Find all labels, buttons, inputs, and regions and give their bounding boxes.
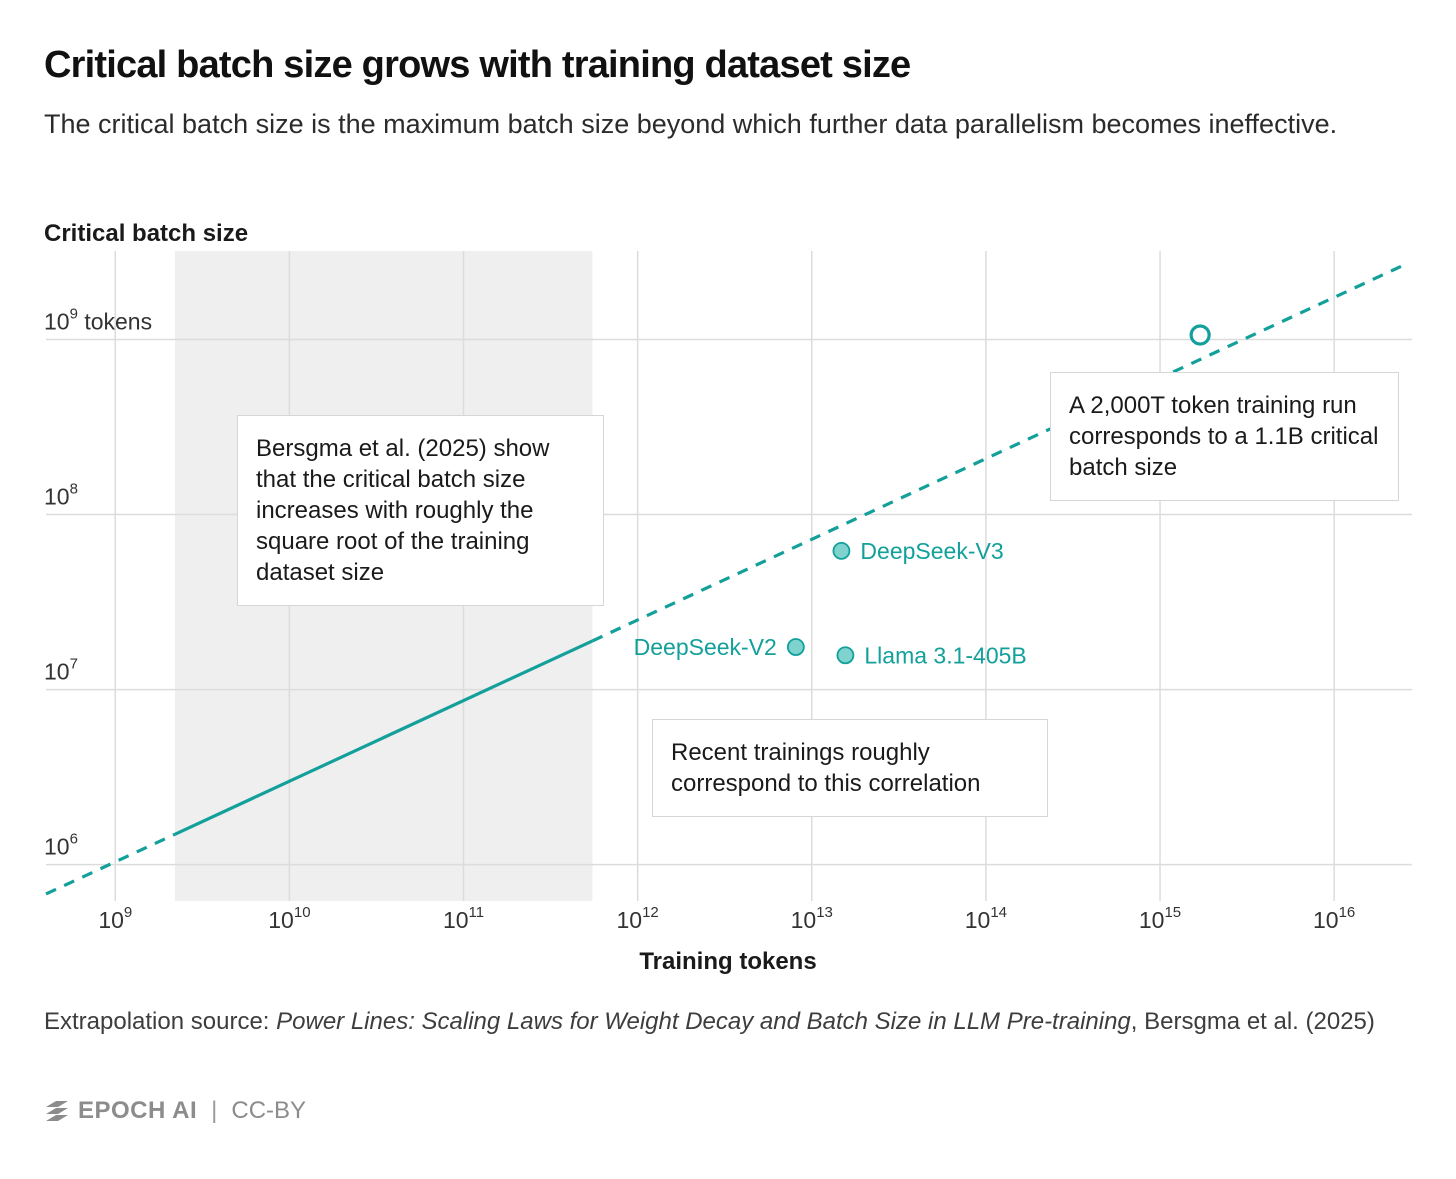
source-prefix: Extrapolation source: xyxy=(44,1008,277,1035)
callout-sqrt-scaling: Bersgma et al. (2025) show that the crit… xyxy=(237,415,604,606)
trend-line-extrapolated-left xyxy=(45,832,176,896)
y-tick-label: 107 xyxy=(44,656,78,685)
chart-subtitle: The critical batch size is the maximum b… xyxy=(44,109,1338,139)
x-tick-exponent: 15 xyxy=(1164,904,1181,921)
y-tick-label: 108 xyxy=(44,481,78,510)
brand-name: EPOCH AI xyxy=(78,1097,198,1124)
data-point xyxy=(836,646,855,665)
x-tick-label: 1014 xyxy=(965,904,1007,933)
callout-recent-trainings: Recent trainings roughly correspond to t… xyxy=(652,719,1048,817)
y-tick-exponent: 7 xyxy=(70,656,78,673)
source-note: Extrapolation source: Power Lines: Scali… xyxy=(44,1005,1394,1039)
highlight-point-2000t xyxy=(1189,324,1211,346)
x-tick-exponent: 16 xyxy=(1339,904,1356,921)
x-axis-title: Training tokens xyxy=(639,948,817,975)
y-tick-label: 109 tokens xyxy=(44,305,152,334)
x-tick-label: 109 xyxy=(98,904,132,933)
x-tick-exponent: 12 xyxy=(642,904,659,921)
y-axis-title: Critical batch size xyxy=(44,220,249,247)
footer: EPOCH AI | CC-BY xyxy=(44,1097,306,1125)
data-point-label: DeepSeek-V2 xyxy=(634,634,777,660)
data-point xyxy=(786,638,805,656)
y-tick-exponent: 6 xyxy=(70,831,78,848)
data-point xyxy=(832,541,851,560)
x-tick-exponent: 14 xyxy=(990,904,1007,921)
y-tick-exponent: 9 xyxy=(70,305,78,322)
x-tick-label: 1011 xyxy=(443,904,484,933)
license-label: CC-BY xyxy=(231,1097,307,1124)
epoch-logo-icon xyxy=(46,1101,68,1121)
x-tick-label: 1012 xyxy=(617,904,659,933)
trend-line-fit xyxy=(174,639,594,836)
y-tick-unit: tokens xyxy=(78,308,152,334)
x-tick-exponent: 9 xyxy=(124,904,132,921)
callout-2000t-run: A 2,000T token training run corresponds … xyxy=(1050,372,1399,501)
page-title: Critical batch size grows with training … xyxy=(44,44,911,86)
x-tick-label: 1015 xyxy=(1139,904,1181,933)
y-tick-exponent: 8 xyxy=(70,481,78,498)
x-tick-exponent: 13 xyxy=(816,904,833,921)
x-tick-exponent: 11 xyxy=(469,904,485,921)
x-tick-label: 1010 xyxy=(268,904,310,933)
y-tick-label: 106 xyxy=(44,831,78,860)
source-paper-title: Power Lines: Scaling Laws for Weight Dec… xyxy=(276,1008,1131,1035)
data-point-label: DeepSeek-V3 xyxy=(860,538,1003,564)
data-point-label: Llama 3.1-405B xyxy=(864,642,1026,668)
source-suffix: , Bersgma et al. (2025) xyxy=(1130,1008,1375,1035)
trend-line-extrapolated-right xyxy=(591,262,1408,643)
footer-separator: | xyxy=(211,1097,218,1124)
x-tick-exponent: 10 xyxy=(294,904,311,921)
x-tick-label: 1016 xyxy=(1313,904,1355,933)
x-tick-label: 1013 xyxy=(791,904,833,933)
